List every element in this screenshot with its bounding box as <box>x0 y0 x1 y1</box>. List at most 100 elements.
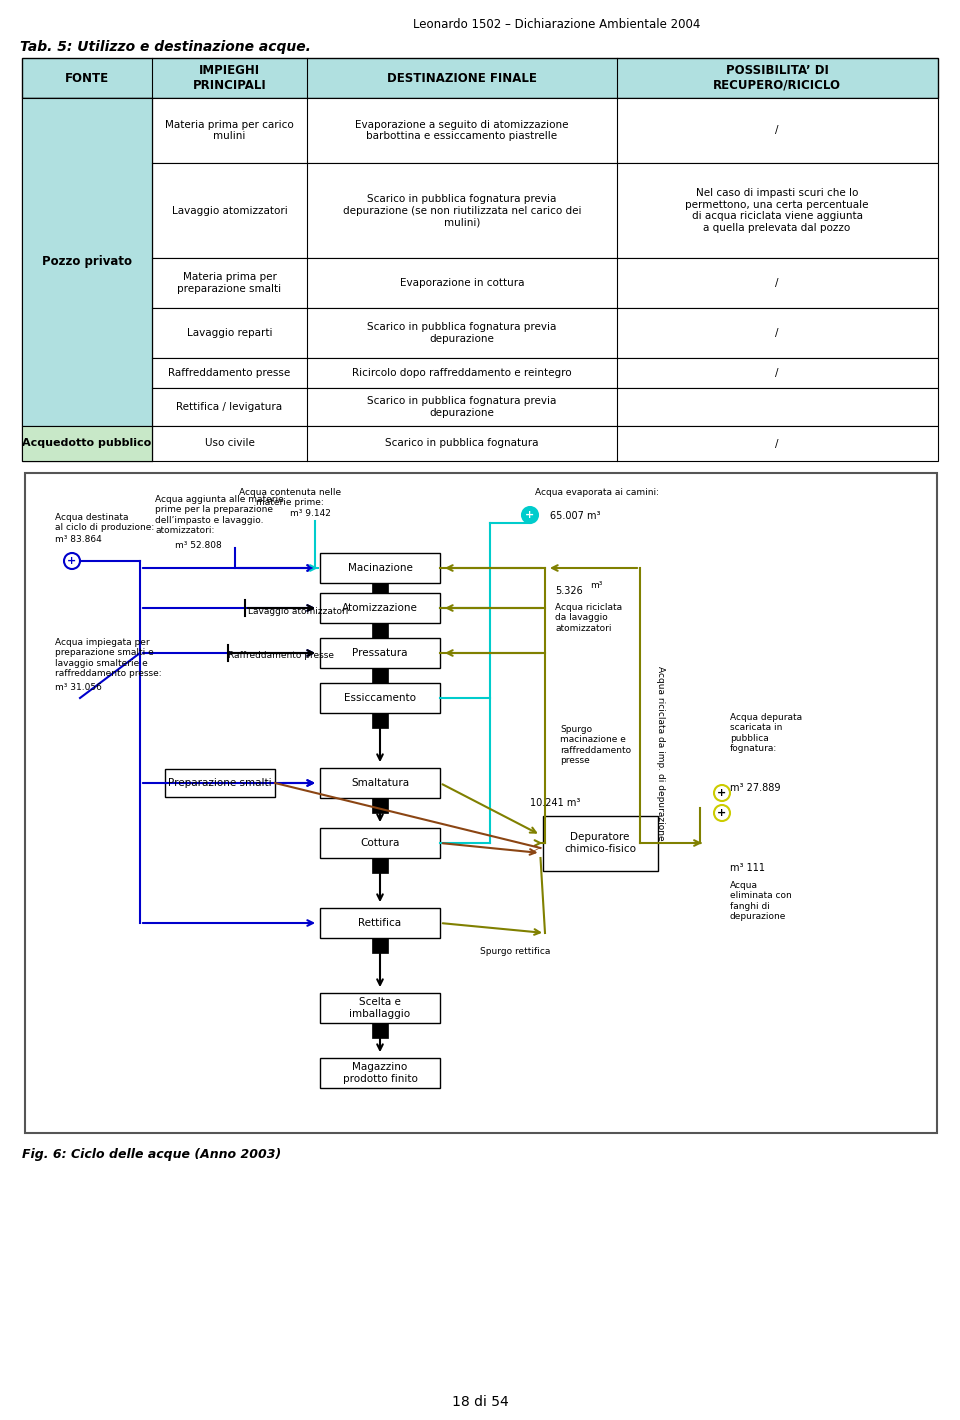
Text: IMPIEGHI
PRINCIPALI: IMPIEGHI PRINCIPALI <box>193 64 266 92</box>
FancyBboxPatch shape <box>372 858 388 873</box>
FancyBboxPatch shape <box>372 939 388 953</box>
Text: Smaltatura: Smaltatura <box>351 778 409 788</box>
Text: Evaporazione in cottura: Evaporazione in cottura <box>399 278 524 288</box>
FancyBboxPatch shape <box>25 473 937 1133</box>
Text: Acqua
eliminata con
fanghi di
depurazione: Acqua eliminata con fanghi di depurazion… <box>730 880 792 922</box>
Text: /: / <box>776 125 779 135</box>
Text: /: / <box>776 278 779 288</box>
Text: POSSIBILITA’ DI
RECUPERO/RICICLO: POSSIBILITA’ DI RECUPERO/RICICLO <box>713 64 841 92</box>
Text: m³: m³ <box>590 582 602 591</box>
Text: Acquedotto pubblico: Acquedotto pubblico <box>22 439 152 449</box>
FancyBboxPatch shape <box>22 426 938 462</box>
FancyBboxPatch shape <box>22 388 938 426</box>
FancyBboxPatch shape <box>320 828 440 858</box>
FancyBboxPatch shape <box>320 768 440 798</box>
Text: Depuratore
chimico-fisico: Depuratore chimico-fisico <box>564 832 636 853</box>
FancyBboxPatch shape <box>372 584 388 594</box>
FancyBboxPatch shape <box>22 258 152 308</box>
Text: Materia prima per carico
mulini: Materia prima per carico mulini <box>165 119 294 142</box>
Text: Nel caso di impasti scuri che lo
permettono, una certa percentuale
di acqua rici: Nel caso di impasti scuri che lo permett… <box>685 187 869 233</box>
Text: Scarico in pubblica fognatura previa
depurazione: Scarico in pubblica fognatura previa dep… <box>368 396 557 417</box>
Text: Acqua contenuta nelle
materie prime:: Acqua contenuta nelle materie prime: <box>239 488 341 507</box>
Text: +: + <box>67 557 77 567</box>
FancyBboxPatch shape <box>320 683 440 713</box>
Text: Essiccamento: Essiccamento <box>344 693 416 703</box>
Text: Acqua impiegata per
preparazione smalti e
lavaggio smalterie e
raffreddamento pr: Acqua impiegata per preparazione smalti … <box>55 638 161 679</box>
Text: +: + <box>717 808 727 818</box>
Text: Rettifica / levigatura: Rettifica / levigatura <box>177 402 282 412</box>
Text: Leonardo 1502 – Dichiarazione Ambientale 2004: Leonardo 1502 – Dichiarazione Ambientale… <box>413 18 700 31</box>
FancyBboxPatch shape <box>320 638 440 667</box>
Text: 10.241 m³: 10.241 m³ <box>530 798 581 808</box>
Text: Pozzo privato: Pozzo privato <box>42 256 132 268</box>
FancyBboxPatch shape <box>320 993 440 1022</box>
Text: Fig. 6: Ciclo delle acque (Anno 2003): Fig. 6: Ciclo delle acque (Anno 2003) <box>22 1147 281 1162</box>
FancyBboxPatch shape <box>22 308 938 358</box>
Text: Uso civile: Uso civile <box>204 439 254 449</box>
Text: +: + <box>717 788 727 798</box>
Text: Acqua destinata
al ciclo di produzione:: Acqua destinata al ciclo di produzione: <box>55 513 155 532</box>
Text: 18 di 54: 18 di 54 <box>451 1394 509 1409</box>
Text: m³ 27.889: m³ 27.889 <box>730 782 780 792</box>
Text: Scarico in pubblica fognatura previa
depurazione (se non riutilizzata nel carico: Scarico in pubblica fognatura previa dep… <box>343 195 581 227</box>
FancyBboxPatch shape <box>165 770 275 797</box>
FancyBboxPatch shape <box>22 358 152 388</box>
FancyBboxPatch shape <box>22 426 152 462</box>
Text: Scelta e
imballaggio: Scelta e imballaggio <box>349 997 411 1018</box>
Text: Acqua riciclata da imp. di depurazione: Acqua riciclata da imp. di depurazione <box>656 666 664 841</box>
Text: Evaporazione a seguito di atomizzazione
barbottina e essiccamento piastrelle: Evaporazione a seguito di atomizzazione … <box>355 119 568 142</box>
FancyBboxPatch shape <box>22 426 152 462</box>
Text: Preparazione smalti: Preparazione smalti <box>168 778 272 788</box>
Text: Scarico in pubblica fognatura previa
depurazione: Scarico in pubblica fognatura previa dep… <box>368 322 557 344</box>
Text: Acqua aggiunta alle materie
prime per la preparazione
dell’impasto e lavaggio.
a: Acqua aggiunta alle materie prime per la… <box>155 496 284 535</box>
FancyBboxPatch shape <box>22 358 938 388</box>
Text: /: / <box>776 328 779 338</box>
Text: Tab. 5: Utilizzo e destinazione acque.: Tab. 5: Utilizzo e destinazione acque. <box>20 40 311 54</box>
FancyBboxPatch shape <box>22 98 152 163</box>
Text: Pressatura: Pressatura <box>352 648 408 657</box>
Text: /: / <box>776 368 779 378</box>
FancyBboxPatch shape <box>22 98 938 163</box>
Text: Ricircolo dopo raffreddamento e reintegro: Ricircolo dopo raffreddamento e reintegr… <box>352 368 572 378</box>
Circle shape <box>522 507 538 523</box>
Text: Macinazione: Macinazione <box>348 562 413 574</box>
Text: Cottura: Cottura <box>360 838 399 848</box>
Text: Lavaggio atomizzatori: Lavaggio atomizzatori <box>248 606 348 615</box>
FancyBboxPatch shape <box>22 388 152 426</box>
Text: Rettifica: Rettifica <box>358 917 401 929</box>
FancyBboxPatch shape <box>320 552 440 584</box>
Text: Acqua evaporata ai camini:: Acqua evaporata ai camini: <box>535 488 659 497</box>
Text: 65.007 m³: 65.007 m³ <box>550 511 601 521</box>
FancyBboxPatch shape <box>372 623 388 638</box>
Text: Acqua depurata
scaricata in
pubblica
fognatura:: Acqua depurata scaricata in pubblica fog… <box>730 713 803 753</box>
Text: Materia prima per
preparazione smalti: Materia prima per preparazione smalti <box>178 273 281 294</box>
Text: Atomizzazione: Atomizzazione <box>342 604 418 613</box>
Text: 5.326: 5.326 <box>555 586 583 596</box>
Text: m³ 83.864: m³ 83.864 <box>55 535 102 544</box>
Text: Raffreddamento presse: Raffreddamento presse <box>168 368 291 378</box>
Text: Lavaggio reparti: Lavaggio reparti <box>187 328 273 338</box>
Text: DESTINAZIONE FINALE: DESTINAZIONE FINALE <box>387 71 537 85</box>
Text: Raffreddamento presse: Raffreddamento presse <box>228 652 334 660</box>
Text: m³ 111: m³ 111 <box>730 863 765 873</box>
Text: m³ 52.808: m³ 52.808 <box>175 541 222 550</box>
FancyBboxPatch shape <box>22 308 152 358</box>
FancyBboxPatch shape <box>372 798 388 814</box>
FancyBboxPatch shape <box>320 594 440 623</box>
Text: m³ 9.142: m³ 9.142 <box>290 508 331 518</box>
FancyBboxPatch shape <box>372 667 388 683</box>
Text: Acqua riciclata
da lavaggio
atomizzatori: Acqua riciclata da lavaggio atomizzatori <box>555 604 622 633</box>
FancyBboxPatch shape <box>320 1058 440 1088</box>
Text: Spurgo rettifica: Spurgo rettifica <box>480 947 550 956</box>
FancyBboxPatch shape <box>372 1022 388 1038</box>
Text: Spurgo
macinazione e
raffreddamento
presse: Spurgo macinazione e raffreddamento pres… <box>560 726 631 765</box>
FancyBboxPatch shape <box>320 907 440 939</box>
Text: m³ 31.056: m³ 31.056 <box>55 683 102 692</box>
Text: +: + <box>525 510 535 520</box>
Text: /: / <box>776 439 779 449</box>
FancyBboxPatch shape <box>372 713 388 728</box>
FancyBboxPatch shape <box>22 258 938 308</box>
FancyBboxPatch shape <box>22 98 152 426</box>
Text: FONTE: FONTE <box>65 71 109 85</box>
FancyBboxPatch shape <box>542 815 658 870</box>
